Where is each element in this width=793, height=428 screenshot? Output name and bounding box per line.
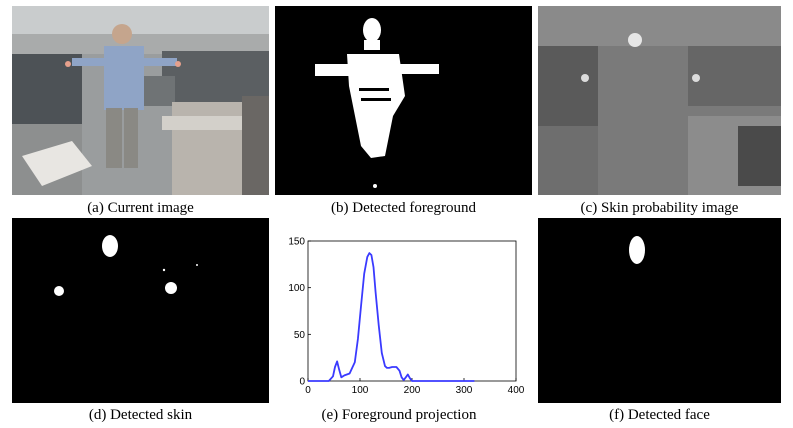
current-image	[12, 6, 269, 195]
panel-detected-foreground: (b) Detected foreground	[275, 6, 532, 216]
skin-mask	[12, 218, 269, 403]
caption-b: (b) Detected foreground	[331, 200, 476, 216]
caption-d: (d) Detected skin	[88, 407, 193, 423]
y-tick-label: 50	[294, 330, 306, 341]
x-tick-label: 0	[305, 385, 311, 393]
projection-series-line	[308, 252, 475, 382]
caption-e: (e) Foreground projection	[321, 407, 477, 423]
y-tick-label: 0	[299, 377, 305, 388]
caption-f: (f) Detected face	[609, 407, 710, 423]
plot-frame	[307, 240, 517, 382]
skin-probability-image	[538, 6, 781, 195]
panel-current-image: (a) Current image	[12, 6, 269, 216]
x-tick-label: 200	[404, 385, 421, 393]
x-tick-label: 100	[352, 385, 369, 393]
x-tick-label: 400	[508, 385, 525, 393]
y-tick-label: 150	[288, 237, 305, 248]
caption-a: (a) Current image	[87, 200, 194, 216]
foreground-mask	[275, 6, 532, 195]
foreground-projection-chart: 0 100 200 300 400 0 50 100 150	[288, 237, 525, 394]
panel-foreground-projection: 0 100 200 300 400 0 50 100 150 (e) Foreground pr…	[280, 233, 530, 424]
panel-detected-face: (f) Detected face	[538, 218, 781, 423]
face-mask	[538, 218, 781, 403]
x-tick-label: 300	[456, 385, 473, 393]
caption-c: (c) Skin probability image	[580, 200, 739, 216]
panel-skin-probability: (c) Skin probability image	[538, 6, 781, 216]
y-tick-label: 100	[288, 283, 305, 294]
panel-detected-skin: (d) Detected skin	[12, 218, 269, 423]
